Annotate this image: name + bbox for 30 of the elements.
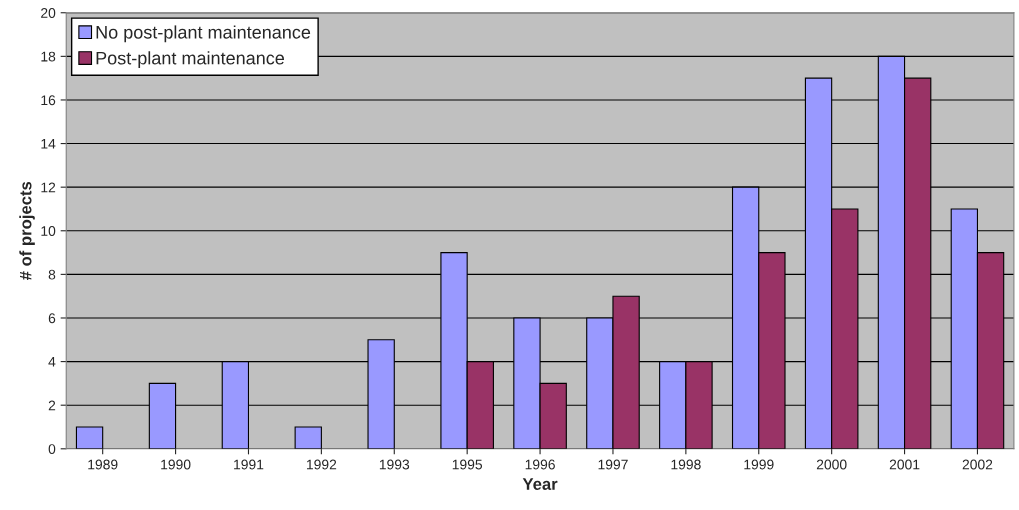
x-axis-title: Year: [522, 478, 558, 490]
bar: [294, 426, 322, 449]
x-tick-label: 1989: [88, 459, 118, 470]
y-tick-label: 4: [48, 357, 56, 367]
y-tick-label: 2: [48, 400, 56, 411]
y-tick-label: 18: [41, 51, 56, 62]
y-axis-title: # of projects: [19, 181, 35, 281]
x-tick-label: 1996: [525, 459, 555, 470]
y-tick-label: 0: [48, 444, 56, 454]
y-tick-label: 10: [41, 226, 56, 236]
y-tick-label: 6: [48, 313, 56, 324]
y-tick-label: 20: [41, 8, 56, 18]
x-tick-label: 2002: [962, 459, 993, 470]
x-tick-label: 1993: [379, 459, 410, 470]
y-tick-label: 16: [41, 95, 56, 106]
x-tick-label: 1997: [598, 459, 628, 470]
x-tick-label: 1992: [306, 459, 337, 470]
bar: [75, 426, 104, 449]
x-tick-label: 2000: [816, 459, 847, 470]
y-tick-label: 8: [48, 269, 56, 280]
y-tick-label: 14: [41, 139, 56, 149]
x-tick-label: 1991: [234, 459, 264, 470]
x-tick-label: 1990: [161, 459, 191, 470]
legend-label: Post-plant maintenance: [96, 51, 285, 69]
x-tick-label: 1999: [744, 459, 774, 470]
x-tick-label: 2001: [889, 459, 920, 470]
x-tick-label: 1995: [452, 459, 483, 470]
y-tick-label: 12: [41, 182, 56, 193]
x-tick-label: 1998: [671, 459, 701, 470]
legend-label: No post-plant maintenance: [96, 25, 311, 43]
